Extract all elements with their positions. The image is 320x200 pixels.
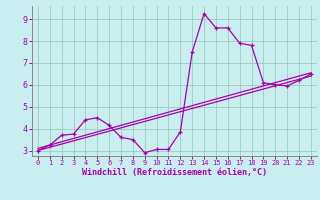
X-axis label: Windchill (Refroidissement éolien,°C): Windchill (Refroidissement éolien,°C) — [82, 168, 267, 177]
